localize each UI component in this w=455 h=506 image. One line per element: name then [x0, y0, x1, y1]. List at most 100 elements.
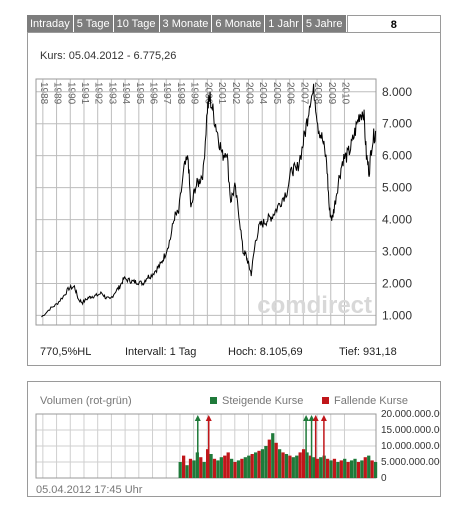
volume-bar [243, 457, 247, 478]
x-tick-label: 1993 [106, 82, 117, 105]
volume-bar [202, 462, 206, 478]
volume-panel: 20.000.000.000 15.000.000.000 10.000.000.0… [27, 381, 441, 497]
price-chart-panel: Kurs: 05.04.2012 - 6.775,26 1988 1989 1990… [27, 32, 441, 366]
volume-bar [305, 452, 309, 478]
legend-rising-label: Steigende Kurse [222, 395, 304, 407]
y-tick-label: 3.000 [382, 245, 412, 259]
x-tick-label: 1990 [65, 82, 76, 105]
volume-bar [336, 462, 340, 478]
y-tick-label: 20.000.000.000 [381, 409, 440, 420]
legend-falling: Fallende Kurse [322, 395, 408, 407]
y-tick-label: 5.000 [382, 181, 412, 195]
x-tick-label: 1988 [38, 82, 49, 105]
volume-bar [308, 455, 313, 478]
volume-bar [284, 454, 289, 478]
volume-bar [240, 458, 244, 478]
volume-bar [301, 449, 306, 478]
y-tick-label: 0 [381, 473, 387, 484]
volume-bar [370, 460, 374, 478]
watermark-logo: comdirect [257, 292, 372, 319]
x-tick-label: 2008 [312, 82, 323, 105]
volume-bar [339, 460, 343, 478]
x-tick-label: 2010 [339, 82, 350, 105]
volume-title: Volumen (rot-grün) [40, 395, 132, 407]
volume-bar [257, 450, 261, 478]
volume-bar [329, 460, 333, 478]
price-series-line [41, 83, 377, 318]
volume-bar [353, 458, 357, 478]
volume-bar [356, 462, 361, 478]
volume-spike-down-icon [320, 415, 327, 421]
volume-bar [332, 458, 337, 478]
y-tick-label: 6.000 [382, 149, 412, 163]
volume-bar [192, 460, 196, 478]
price-chart: 1988 1989 1990 1991 1992 1993 1994 1995 1996 1997… [35, 78, 412, 326]
interval-label: Intervall: 1 Tag [125, 346, 197, 358]
tab-2[interactable]: 5 Tage [73, 15, 114, 33]
volume-bar [178, 462, 182, 478]
volume-bar [277, 449, 282, 478]
x-tick-label: 2002 [230, 82, 241, 105]
volume-bar [253, 452, 258, 478]
volume-bar [185, 465, 189, 478]
tab-1[interactable]: Intraday [27, 15, 74, 33]
volume-bar [264, 446, 268, 478]
x-tick-label: 2001 [216, 82, 227, 105]
x-tick-label: 2007 [298, 82, 309, 105]
y-tick-label: 15.000.000.000 [381, 425, 440, 436]
volume-bar [291, 457, 295, 478]
tab-3[interactable]: 10 Tage [113, 15, 160, 33]
y-tick-label: 2.000 [382, 276, 412, 290]
tab-bar: Intraday 5 Tage 10 Tage 3 Monate 6 Monate 1 J… [27, 15, 441, 33]
x-tick-label: 1996 [148, 82, 159, 105]
volume-bar [233, 462, 237, 478]
x-tick-label: 1994 [120, 82, 131, 105]
volume-bar [206, 449, 210, 478]
tab-6[interactable]: 1 Jahr [265, 15, 303, 33]
volume-spike-down-icon [312, 415, 319, 421]
y-tick-label: 10.000.000.000 [381, 441, 440, 452]
x-tick-label: 1991 [79, 82, 90, 105]
plot-frame [35, 78, 377, 326]
tab-8[interactable]: 8 [346, 15, 441, 33]
volume-bar [260, 449, 265, 478]
volume-bar [360, 460, 364, 478]
legend-falling-label: Fallende Kurse [334, 395, 408, 407]
x-tick-label: 2005 [271, 82, 282, 105]
volume-bar [346, 462, 350, 478]
volume-bar [312, 457, 316, 478]
x-tick-label: 2000 [202, 82, 213, 105]
tab-7[interactable]: 5 Jahre [302, 15, 347, 33]
volume-bar [315, 458, 319, 478]
volume-bar [226, 452, 230, 478]
volume-bar [288, 455, 292, 478]
x-tick-label: 2003 [244, 82, 255, 105]
y-tick-label: 4.000 [382, 213, 412, 227]
volume-bar [209, 454, 213, 478]
volume-bar [367, 455, 371, 478]
y-tick-label: 7.000 [382, 117, 412, 131]
x-tick-label: 1992 [93, 82, 104, 105]
y-tick-label: 1.000 [382, 308, 412, 322]
x-tick-label: 1999 [189, 82, 200, 105]
volume-spike-up-icon [303, 415, 310, 421]
y-tick-label: 8.000 [382, 85, 412, 99]
low-value: Tief: 931,18 [339, 346, 397, 358]
price-headline: Kurs: 05.04.2012 - 6.775,26 [40, 50, 177, 62]
volume-chart: 20.000.000.000 15.000.000.000 10.000.000.0… [35, 409, 440, 484]
tab-4[interactable]: 3 Monate [159, 15, 213, 33]
volume-spike-down-icon [205, 415, 212, 421]
volume-bar [236, 460, 241, 478]
rising-swatch-icon [210, 397, 217, 404]
y-tick-label: 5.000.000.000 [381, 457, 440, 468]
volume-spike-up-icon [308, 415, 315, 421]
tab-5[interactable]: 6 Monate [212, 15, 266, 33]
volume-bar [219, 457, 223, 478]
volume-bar [363, 457, 367, 478]
volume-bar [229, 458, 234, 478]
volume-bar [247, 455, 251, 478]
volume-bar [343, 458, 347, 478]
volume-bar [274, 442, 278, 478]
volume-bar [188, 458, 193, 478]
x-tick-label: 1997 [161, 82, 172, 105]
